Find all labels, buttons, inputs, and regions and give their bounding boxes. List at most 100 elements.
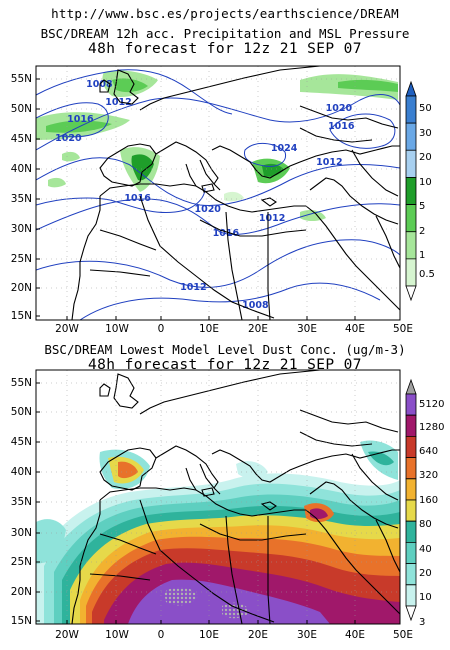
dust-area xyxy=(36,519,66,564)
isobar-label: 1012 xyxy=(180,282,206,293)
lat-tick: 20N xyxy=(10,586,32,598)
south-france-italy-coast xyxy=(155,141,219,185)
lon-tick: 50E xyxy=(393,323,413,335)
precip-area xyxy=(338,79,398,92)
colorbar-label: 640 xyxy=(419,446,439,457)
colorbar-label: 40 xyxy=(419,544,432,555)
colorbar-segment xyxy=(405,520,417,543)
colorbar-label: 10 xyxy=(419,592,432,603)
colorbar-segment xyxy=(405,258,417,287)
country-border xyxy=(267,212,271,320)
precip-fields xyxy=(36,69,400,320)
country-border xyxy=(139,195,275,319)
isobar-line xyxy=(79,282,381,320)
precip-frame xyxy=(35,65,401,321)
west-africa-coast xyxy=(71,262,81,320)
crete-coast xyxy=(260,501,277,511)
lat-tick: 15N xyxy=(10,310,32,322)
country-border xyxy=(139,499,275,623)
colorbar-segment xyxy=(405,605,417,622)
lat-tick: 50N xyxy=(10,103,32,115)
lat-tick: 55N xyxy=(10,377,32,389)
north-europe-coast xyxy=(139,370,321,415)
lat-tick: 25N xyxy=(10,556,32,568)
isobar-label: 1012 xyxy=(259,213,285,224)
colorbar-label: 80 xyxy=(419,519,432,530)
country-border xyxy=(99,533,157,555)
iberia-coast xyxy=(99,447,157,491)
lon-tick: 10E xyxy=(199,323,219,335)
lat-tick: 35N xyxy=(10,193,32,205)
lat-tick: 30N xyxy=(10,223,32,235)
dust-area-max xyxy=(164,587,198,606)
arabia-border xyxy=(375,215,400,269)
arabia-border xyxy=(375,519,400,573)
colorbar-label: 2 xyxy=(419,226,426,237)
black-sea-coast xyxy=(299,127,373,143)
isobar-label: 1008 xyxy=(242,300,269,311)
lon-tick: 10W xyxy=(105,629,129,641)
colorbar-segment xyxy=(405,584,417,607)
lon-tick: 10E xyxy=(199,629,219,641)
lon-tick: 40E xyxy=(345,629,365,641)
colorbar-label: 50 xyxy=(419,103,432,114)
colorbar-segment xyxy=(405,378,417,395)
levant-coast xyxy=(309,481,399,529)
country-border xyxy=(225,211,243,320)
colorbar-segment xyxy=(405,122,417,151)
colorbar-label: 20 xyxy=(419,568,432,579)
lon-tick: 20E xyxy=(248,323,268,335)
colorbar-segment xyxy=(405,563,417,586)
italy-coast xyxy=(199,159,221,191)
iberia-coast xyxy=(99,143,157,187)
west-africa-coast xyxy=(71,566,81,624)
isobar-line xyxy=(36,94,400,151)
lat-tick: 25N xyxy=(10,253,32,265)
dust-title: BSC/DREAM Lowest Model Level Dust Conc. … xyxy=(44,342,406,357)
isobar-label: 1012 xyxy=(105,97,131,108)
colorbar-label: 160 xyxy=(419,495,439,506)
country-border xyxy=(99,229,157,251)
middle-east-border xyxy=(351,149,399,197)
isobar-line xyxy=(36,102,109,138)
lat-tick: 45N xyxy=(10,436,32,448)
country-border xyxy=(89,269,151,277)
colorbar-segment xyxy=(405,231,417,260)
isobar-line xyxy=(36,198,400,235)
dust-area xyxy=(118,461,138,479)
dust-area xyxy=(236,461,268,479)
precip-area xyxy=(48,177,66,188)
south-france-italy-coast xyxy=(155,445,219,489)
isobar-line xyxy=(36,157,400,206)
colorbar-label: 5120 xyxy=(419,399,445,410)
isobar-label: 1020 xyxy=(326,103,353,114)
lat-tick: 40N xyxy=(10,466,32,478)
lat-tick: 40N xyxy=(10,163,32,175)
dust-area-max xyxy=(222,602,250,619)
colorbar-segment xyxy=(405,95,417,124)
country-border xyxy=(199,219,307,237)
colorbar-label: 1 xyxy=(419,250,426,261)
lat-tick: 35N xyxy=(10,496,32,508)
colorbar-label: 1280 xyxy=(419,422,445,433)
red-sea-coast xyxy=(305,205,400,311)
crete-coast xyxy=(260,197,277,207)
colorbar-segment xyxy=(405,478,417,501)
colorbar-segment xyxy=(405,80,417,97)
lat-tick: 45N xyxy=(10,133,32,145)
colorbar-segment xyxy=(405,149,417,178)
sicily-coast xyxy=(201,487,215,497)
lon-tick: 40E xyxy=(345,323,365,335)
italy-coast xyxy=(185,163,197,187)
precip-colorbar xyxy=(405,80,417,302)
west-africa-coast xyxy=(79,500,101,567)
country-border xyxy=(89,573,151,581)
isobar-label: 1012 xyxy=(316,157,342,168)
isobar-label: 1024 xyxy=(271,143,298,154)
sicily-coast xyxy=(201,183,215,193)
isobar-label: 1020 xyxy=(55,133,82,144)
ireland-coast xyxy=(99,383,111,397)
levant-coast xyxy=(309,177,399,225)
colorbar-label: 20 xyxy=(419,152,432,163)
isobar-label: 1016 xyxy=(67,114,94,125)
